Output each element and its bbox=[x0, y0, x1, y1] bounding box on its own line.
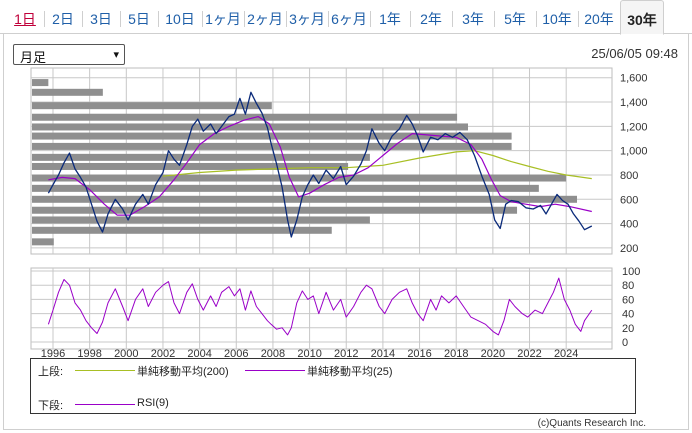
lower-y-tick-label: 0 bbox=[622, 337, 628, 349]
tab-13[interactable]: 5年 bbox=[504, 11, 526, 27]
rsi-line bbox=[47, 277, 593, 336]
volume-at-price-bar bbox=[32, 206, 518, 214]
chevron-down-icon: ▾ bbox=[113, 49, 119, 61]
volume-at-price-bar bbox=[32, 132, 512, 140]
x-tick-label: 2000 bbox=[114, 348, 138, 360]
tab-separator bbox=[578, 11, 579, 27]
x-tick-label: 2018 bbox=[444, 348, 468, 360]
legend-ma200-line bbox=[75, 370, 135, 371]
tab-12[interactable]: 3年 bbox=[462, 11, 484, 27]
legend-rsi-line bbox=[75, 404, 135, 405]
tab-separator bbox=[452, 11, 453, 27]
timestamp: 25/06/05 09:48 bbox=[591, 46, 678, 61]
tab-8[interactable]: 3ヶ月 bbox=[289, 11, 325, 27]
volume-at-price-bar bbox=[32, 102, 272, 110]
tab-separator bbox=[44, 11, 45, 27]
x-tick-label: 2024 bbox=[554, 348, 578, 360]
legend: 上段: 単純移動平均(200) 単純移動平均(25) 下段: RSI(9) bbox=[30, 358, 636, 414]
copyright-credit: (c)Quants Research Inc. bbox=[537, 418, 646, 429]
legend-rsi-label: RSI(9) bbox=[137, 397, 169, 409]
upper-y-tick-label: 600 bbox=[620, 194, 638, 206]
volume-at-price-bar bbox=[32, 195, 577, 203]
upper-y-tick-label: 1,600 bbox=[620, 73, 648, 85]
upper-y-tick-label: 400 bbox=[620, 219, 638, 231]
tab-6[interactable]: 1ヶ月 bbox=[205, 11, 241, 27]
tab-separator bbox=[244, 11, 245, 27]
upper-y-tick-label: 200 bbox=[620, 243, 638, 255]
tab-7[interactable]: 2ヶ月 bbox=[247, 11, 283, 27]
legend-ma25-line bbox=[245, 370, 305, 371]
x-tick-label: 1996 bbox=[41, 348, 65, 360]
tab-separator bbox=[410, 11, 411, 27]
x-tick-label: 1998 bbox=[77, 348, 101, 360]
tab-separator bbox=[120, 11, 121, 27]
lower-y-tick-label: 80 bbox=[622, 280, 634, 292]
tab-separator bbox=[202, 11, 203, 27]
x-tick-label: 2022 bbox=[517, 348, 541, 360]
volume-at-price-bar bbox=[32, 238, 54, 246]
x-tick-label: 2006 bbox=[224, 348, 248, 360]
upper-plot-area bbox=[30, 67, 613, 255]
tab-separator bbox=[494, 11, 495, 27]
period-select-value: 月足 bbox=[20, 50, 47, 65]
x-tick-label: 2008 bbox=[261, 348, 285, 360]
tab-separator bbox=[370, 11, 371, 27]
tab-16[interactable]: 30年 bbox=[620, 0, 664, 35]
tab-15[interactable]: 20年 bbox=[584, 11, 614, 27]
legend-ma25-label: 単純移動平均(25) bbox=[307, 366, 393, 378]
tab-5[interactable]: 10日 bbox=[165, 11, 195, 27]
upper-y-tick-label: 1,000 bbox=[620, 146, 648, 158]
volume-at-price-bar bbox=[32, 123, 468, 131]
tab-10[interactable]: 1年 bbox=[379, 11, 401, 27]
tab-separator bbox=[82, 11, 83, 27]
price-line bbox=[47, 91, 593, 238]
upper-y-tick-label: 1,400 bbox=[620, 97, 648, 109]
x-tick-label: 2002 bbox=[151, 348, 175, 360]
volume-at-price-bar bbox=[32, 184, 539, 192]
x-tick-label: 2010 bbox=[297, 348, 321, 360]
tab-separator bbox=[286, 11, 287, 27]
tab-4[interactable]: 5日 bbox=[128, 11, 150, 27]
legend-ma200-label: 単純移動平均(200) bbox=[137, 366, 229, 378]
tab-14[interactable]: 10年 bbox=[542, 11, 572, 27]
tab-1[interactable]: 1日 bbox=[14, 11, 36, 27]
lower-y-tick-label: 40 bbox=[622, 309, 634, 321]
tab-3[interactable]: 3日 bbox=[90, 11, 112, 27]
x-tick-label: 2004 bbox=[187, 348, 211, 360]
tab-separator bbox=[536, 11, 537, 27]
upper-y-tick-label: 1,200 bbox=[620, 121, 648, 133]
tab-9[interactable]: 6ヶ月 bbox=[331, 11, 367, 27]
lower-y-tick-label: 100 bbox=[622, 266, 640, 278]
chart-frame bbox=[3, 34, 689, 430]
volume-at-price-bar bbox=[32, 79, 49, 87]
volume-at-price-bar bbox=[32, 162, 349, 170]
tab-2[interactable]: 2日 bbox=[52, 11, 74, 27]
x-tick-label: 2014 bbox=[371, 348, 395, 360]
volume-at-price-bar bbox=[32, 174, 567, 182]
tab-11[interactable]: 2年 bbox=[420, 11, 442, 27]
legend-lower-label: 下段: bbox=[38, 400, 64, 412]
ma200-line bbox=[162, 150, 592, 180]
lower-y-tick-label: 20 bbox=[622, 323, 634, 335]
volume-at-price-bar bbox=[32, 153, 370, 161]
volume-at-price-bar bbox=[32, 226, 332, 234]
tab-separator bbox=[158, 11, 159, 27]
volume-at-price-bar bbox=[32, 113, 458, 121]
period-tab-bar: 1日 2日 3日 5日 10日 1ヶ月 2ヶ月 3ヶ月 6ヶ月 1年 2年 3年 5年 10年 20年 30年 bbox=[0, 0, 692, 35]
lower-y-tick-label: 60 bbox=[622, 294, 634, 306]
period-select[interactable]: 月足 ▾ bbox=[13, 44, 125, 65]
ma25-line bbox=[48, 115, 592, 216]
volume-at-price-bar bbox=[32, 216, 370, 224]
x-tick-label: 2016 bbox=[407, 348, 431, 360]
x-tick-label: 2012 bbox=[334, 348, 358, 360]
lower-plot-area bbox=[30, 267, 613, 350]
x-tick-label: 2020 bbox=[481, 348, 505, 360]
legend-upper-label: 上段: bbox=[38, 366, 64, 378]
tab-separator bbox=[328, 11, 329, 27]
upper-y-tick-label: 800 bbox=[620, 170, 638, 182]
volume-at-price-bar bbox=[32, 88, 103, 96]
